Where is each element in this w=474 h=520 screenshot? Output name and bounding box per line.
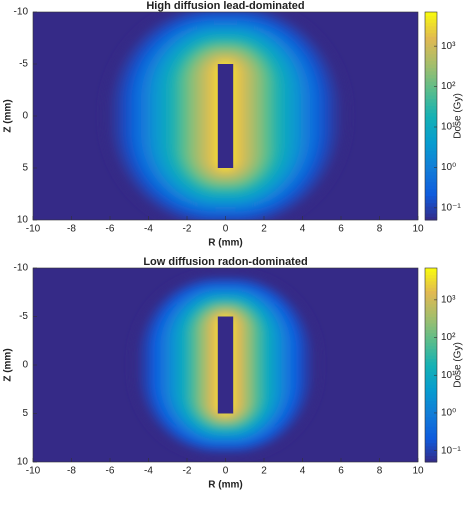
x-tick-label: -10 bbox=[26, 224, 41, 235]
x-tick-label: 2 bbox=[261, 466, 267, 477]
x-tick-label: -4 bbox=[144, 224, 153, 235]
colorbar-tick-label: 10² bbox=[441, 332, 456, 343]
dose-field bbox=[102, 12, 349, 220]
colorbar-tick-label: 10⁻¹ bbox=[441, 445, 461, 456]
seed bbox=[217, 316, 234, 414]
x-tick-label: 0 bbox=[223, 224, 229, 235]
colorbar-frame bbox=[424, 11, 438, 221]
x-axis-label: R (mm) bbox=[208, 480, 242, 491]
y-tick-label: 5 bbox=[22, 408, 28, 419]
x-tick-label: -6 bbox=[106, 466, 115, 477]
y-tick-label: -5 bbox=[19, 311, 28, 322]
seed bbox=[217, 64, 234, 168]
y-tick-label: 0 bbox=[22, 360, 28, 371]
plot-area bbox=[33, 12, 418, 220]
y-tick-label: -5 bbox=[19, 59, 28, 70]
x-tick-label: 4 bbox=[300, 224, 306, 235]
x-tick-label: 2 bbox=[261, 224, 267, 235]
x-tick-label: 4 bbox=[300, 466, 306, 477]
y-tick-label: -10 bbox=[14, 7, 29, 18]
x-tick-label: 10 bbox=[412, 224, 424, 235]
colorbar-tick-label: 10² bbox=[441, 81, 456, 92]
x-tick-label: 8 bbox=[377, 224, 383, 235]
y-tick-label: 10 bbox=[17, 215, 29, 226]
x-tick-label: 8 bbox=[377, 466, 383, 477]
x-tick-label: -10 bbox=[26, 466, 41, 477]
x-tick-label: -8 bbox=[67, 224, 76, 235]
chart-title: Low diffusion radon-dominated bbox=[143, 256, 307, 268]
x-tick-label: -6 bbox=[106, 224, 115, 235]
x-tick-label: 0 bbox=[223, 466, 229, 477]
colorbar-frame bbox=[424, 267, 438, 463]
x-tick-label: -8 bbox=[67, 466, 76, 477]
colorbar-tick-label: 10⁻¹ bbox=[441, 202, 461, 213]
colorbar-tick-label: 10¹ bbox=[441, 122, 456, 133]
y-axis-label: Z (mm) bbox=[3, 99, 14, 132]
colorbar-label: Dose (Gy) bbox=[453, 342, 464, 388]
y-tick-label: 0 bbox=[22, 111, 28, 122]
colorbar-tick-label: 10⁰ bbox=[441, 408, 456, 419]
x-tick-label: 6 bbox=[338, 224, 344, 235]
chart-title: High diffusion lead-dominated bbox=[146, 0, 304, 12]
x-tick-label: 10 bbox=[412, 466, 424, 477]
colorbar-label: Dose (Gy) bbox=[453, 93, 464, 139]
x-tick-label: -2 bbox=[183, 466, 192, 477]
y-tick-label: -10 bbox=[14, 263, 29, 274]
x-tick-label: -4 bbox=[144, 466, 153, 477]
y-tick-label: 5 bbox=[22, 163, 28, 174]
x-tick-label: -2 bbox=[183, 224, 192, 235]
y-tick-label: 10 bbox=[17, 457, 29, 468]
colorbar-tick-label: 10³ bbox=[441, 294, 456, 305]
colorbar-tick-label: 10⁰ bbox=[441, 162, 456, 173]
colorbar-tick-label: 10³ bbox=[441, 41, 456, 52]
x-axis-label: R (mm) bbox=[208, 238, 242, 249]
y-axis-label: Z (mm) bbox=[3, 348, 14, 381]
x-tick-label: 6 bbox=[338, 466, 344, 477]
colorbar-tick-label: 10¹ bbox=[441, 370, 456, 381]
plot-area bbox=[33, 268, 418, 462]
